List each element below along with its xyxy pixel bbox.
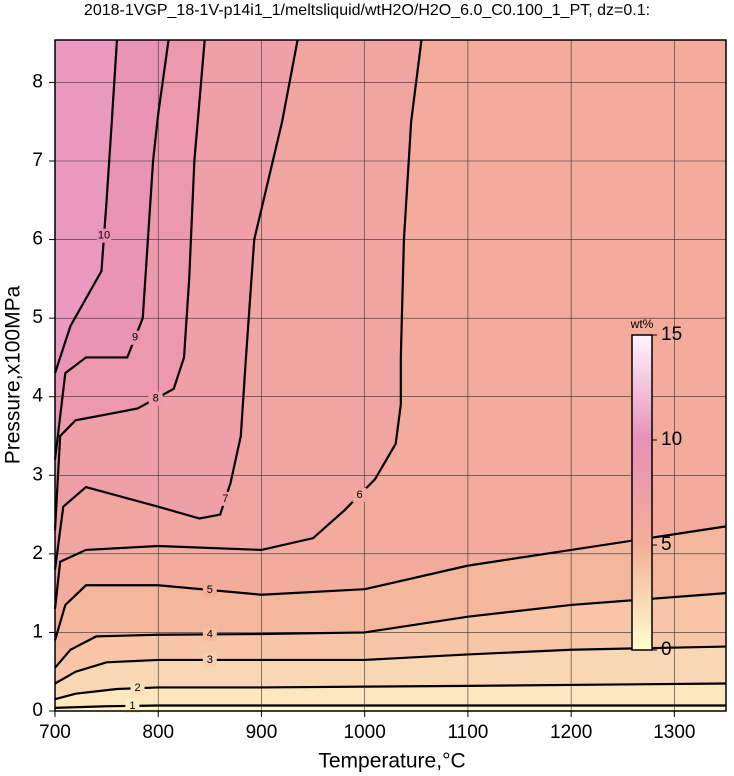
colorbar-tick-label: 5 [661, 534, 672, 555]
colorbar-label: wt% [630, 317, 654, 331]
contour-label: 9 [132, 332, 138, 344]
contour-label: 2 [135, 682, 141, 694]
colorbar [631, 334, 653, 651]
contour-label: 10 [98, 230, 110, 242]
y-tick-label: 6 [32, 229, 43, 250]
contour-label: 3 [207, 654, 213, 666]
contour-label: 7 [222, 493, 228, 505]
y-tick-label: 1 [32, 621, 43, 642]
x-tick-label: 1300 [653, 722, 695, 743]
y-axis-label: Pressure,x100MPa [2, 285, 25, 464]
chart-title: 2018-1VGP_18-1V-p14i1_1/meltsliquid/wtH2… [84, 2, 650, 19]
contour-label-bg [148, 391, 163, 406]
contour-line [53, 39, 206, 531]
contour-label: 6 [356, 489, 362, 501]
plot-frame [54, 39, 727, 712]
contour-label-bg [128, 330, 143, 345]
contour-band [55, 40, 117, 374]
contour-label-bg [352, 487, 367, 502]
contour-label-bg [202, 583, 217, 597]
contour-label-bg [125, 698, 140, 713]
x-tick-label: 700 [39, 722, 71, 743]
contour-line [54, 592, 727, 669]
contour-label: 5 [207, 584, 213, 596]
y-tick-label: 2 [32, 543, 43, 564]
x-tick-label: 900 [246, 722, 278, 743]
contour-line [54, 645, 727, 685]
y-tick-label: 8 [32, 71, 43, 92]
contour-label-bg [130, 681, 145, 696]
colorbar-tick-label: 0 [661, 639, 672, 660]
x-tick-label: 1200 [550, 722, 592, 743]
contour-label-bg [97, 228, 112, 243]
y-tick-label: 0 [32, 700, 43, 721]
contour-label-bg [202, 652, 217, 667]
colorbar-tick-label: 15 [661, 324, 682, 345]
contour-label: 8 [153, 393, 159, 405]
contour-label-bg [218, 491, 233, 506]
x-tick-label: 1100 [447, 722, 488, 743]
x-tick-label: 1000 [344, 722, 386, 743]
x-axis-label: Temperature,°C [318, 750, 465, 773]
contour-label: 4 [207, 628, 213, 640]
y-tick-label: 4 [32, 386, 43, 407]
contour-line [53, 525, 727, 641]
contour-line [54, 682, 727, 701]
x-tick-label: 800 [142, 722, 174, 743]
contour-label-bg [202, 627, 217, 642]
colorbar-tick-label: 10 [661, 429, 682, 450]
contour-line [53, 39, 170, 460]
contour-label: 1 [129, 700, 135, 712]
y-tick-label: 5 [32, 307, 43, 328]
y-tick-label: 3 [32, 464, 43, 485]
y-tick-label: 7 [32, 150, 43, 171]
